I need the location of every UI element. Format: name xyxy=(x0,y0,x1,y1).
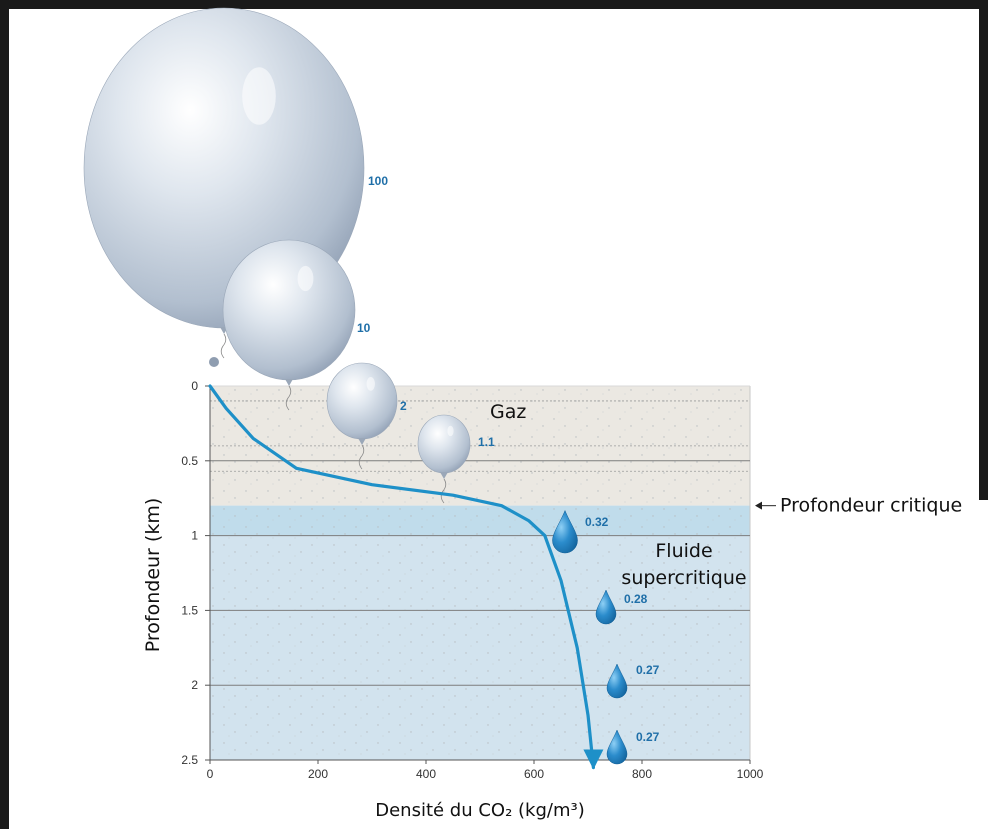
stipple-texture xyxy=(210,386,750,760)
balloon-volume-label: 10 xyxy=(357,321,371,335)
balloon-icon xyxy=(222,239,356,411)
balloon-volume-label: 100 xyxy=(368,174,388,188)
x-tick-label: 1000 xyxy=(737,767,764,781)
balloons-layer xyxy=(83,7,471,504)
critical-depth-arrowhead xyxy=(755,501,762,510)
y-axis-title: Profondeur (km) xyxy=(142,498,164,652)
water-drop-icon xyxy=(552,509,578,554)
y-tick-label: 1.5 xyxy=(181,603,198,617)
y-tick-label: 2.5 xyxy=(181,753,198,767)
drop-volume-label: 0.27 xyxy=(636,730,660,744)
figure-frame-right xyxy=(979,0,988,500)
labels-layer: 100 10 2 1.1 0.32 0.28 0.27 0.27 Gaz Fluide superc… xyxy=(357,174,962,744)
balloon-knot-origin xyxy=(209,357,219,367)
balloon-highlight xyxy=(447,425,454,437)
axes-layer: 0 0.5 1 1.5 2 2.5 0 200 400 600 800 1000 Densité du … xyxy=(142,379,764,821)
drop-volume-label: 0.27 xyxy=(636,663,660,677)
x-axis-title: Densité du CO₂ (kg/m³) xyxy=(375,800,585,821)
zones-layer xyxy=(210,385,751,760)
critical-depth-label: Profondeur critique xyxy=(780,495,962,517)
y-tick-label: 2 xyxy=(191,678,198,692)
balloon-string xyxy=(358,444,365,470)
balloon-body xyxy=(326,362,398,440)
balloon-knot xyxy=(285,379,293,386)
drops-layer xyxy=(552,509,628,765)
water-drop-icon xyxy=(606,663,628,699)
balloon-icon xyxy=(417,414,471,504)
balloon-highlight xyxy=(297,265,314,292)
balloon-highlight xyxy=(242,67,276,125)
balloon-volume-label: 2 xyxy=(400,399,407,413)
grid-layer xyxy=(210,400,750,686)
y-tick-label: 0.5 xyxy=(181,454,198,468)
curve-layer xyxy=(208,384,604,770)
supercritical-label-line2: supercritique xyxy=(621,567,746,589)
x-tick-label: 400 xyxy=(416,767,436,781)
balloon-knot xyxy=(440,472,448,479)
balloon-body xyxy=(417,414,471,474)
x-tick-label: 200 xyxy=(308,767,328,781)
x-tick-label: 800 xyxy=(632,767,652,781)
balloon-string xyxy=(220,333,227,359)
drop-volume-label: 0.28 xyxy=(624,592,648,606)
supercritical-label-line1: Fluide xyxy=(655,540,712,562)
balloon-volume-label: 1.1 xyxy=(478,435,495,449)
water-drop-icon xyxy=(595,589,617,625)
x-tick-label: 0 xyxy=(207,767,214,781)
y-tick-label: 0 xyxy=(191,379,198,393)
curve-arrowhead xyxy=(583,749,604,770)
balloon-knot xyxy=(358,438,366,445)
water-drop-icon xyxy=(606,729,628,765)
x-tick-label: 600 xyxy=(524,767,544,781)
balloon-highlight xyxy=(366,377,375,391)
drop-volume-label: 0.32 xyxy=(585,515,609,529)
balloon-string xyxy=(440,478,447,504)
density-curve xyxy=(208,384,595,770)
gas-zone-label: Gaz xyxy=(490,401,526,423)
balloon-icon xyxy=(326,362,398,470)
y-tick-label: 1 xyxy=(191,529,198,543)
balloon-body xyxy=(222,239,356,381)
balloon-string xyxy=(285,385,292,411)
